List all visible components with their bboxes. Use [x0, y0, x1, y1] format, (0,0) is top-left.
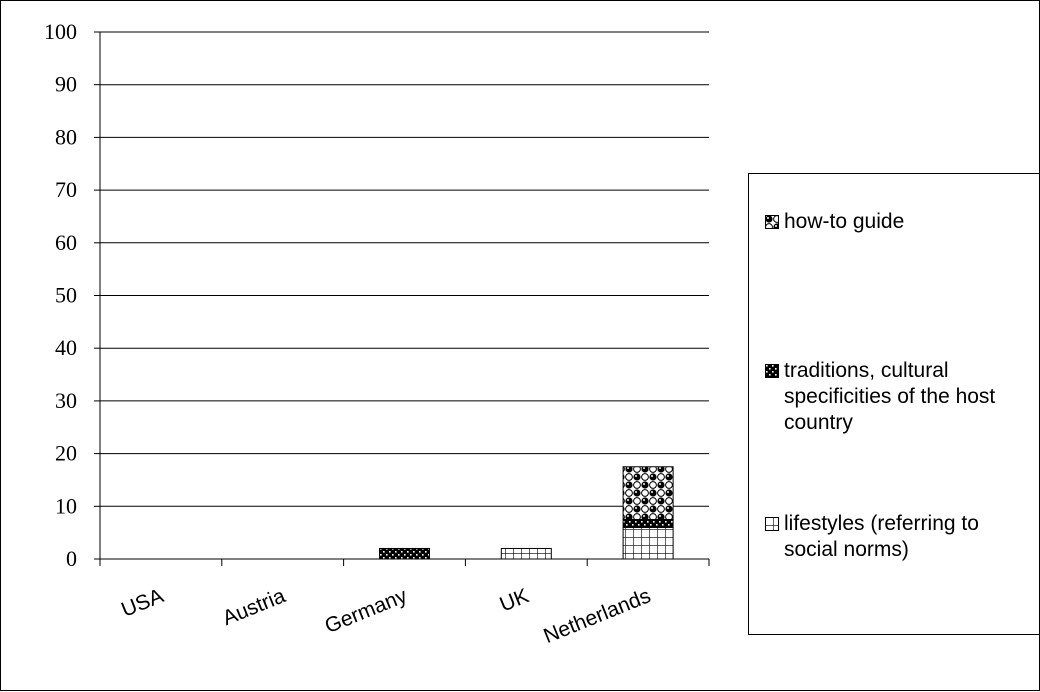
y-tick-label: 10 [55, 493, 77, 518]
legend-swatch-traditions [765, 364, 779, 378]
x-tick-label: UK [496, 584, 532, 616]
legend-entry-lifestyles: lifestyles (referring to social norms) [765, 511, 1035, 563]
bars [379, 466, 674, 560]
y-tick-label: 30 [55, 388, 77, 413]
x-tick-label: Austria [219, 584, 289, 630]
bar-uk-series-0 [500, 547, 552, 560]
bar-germany-series-1 [379, 547, 430, 560]
legend-label: traditions, cultural specificities of th… [784, 359, 996, 434]
bar-netherlands-series-0 [622, 526, 674, 560]
y-tick-label: 80 [55, 124, 77, 149]
y-tick-labels: 0 10 20 30 40 50 60 70 80 90 100 [44, 19, 77, 571]
y-tick-label: 50 [55, 283, 77, 308]
y-tick-label: 60 [55, 230, 77, 255]
gridlines [100, 31, 709, 507]
bar-netherlands-series-2 [622, 466, 674, 520]
legend-entry-traditions: traditions, cultural specificities of th… [765, 358, 1035, 436]
y-tick-label: 20 [55, 441, 77, 466]
x-tick-labels: USA Austria Germany UK Netherlands [118, 584, 654, 648]
y-tick-label: 100 [44, 19, 77, 44]
y-tick-label: 70 [55, 177, 77, 202]
y-tick-label: 0 [66, 546, 77, 571]
legend-label: how-to guide [784, 210, 905, 233]
x-tick-label: Germany [322, 584, 411, 638]
y-tick-label: 40 [55, 335, 77, 360]
legend-swatch-how-to-guide [765, 215, 779, 229]
legend: how-to guide traditions, cultural specif… [748, 173, 1040, 635]
axes [94, 31, 710, 566]
x-tick-label: Netherlands [540, 584, 654, 648]
x-tick-label: USA [118, 584, 167, 622]
bar-netherlands-series-1 [622, 518, 674, 528]
legend-entry-how-to-guide: how-to guide [765, 209, 1035, 235]
legend-swatch-lifestyles [765, 517, 779, 531]
legend-label: lifestyles (referring to social norms) [784, 512, 979, 561]
y-tick-label: 90 [55, 72, 77, 97]
